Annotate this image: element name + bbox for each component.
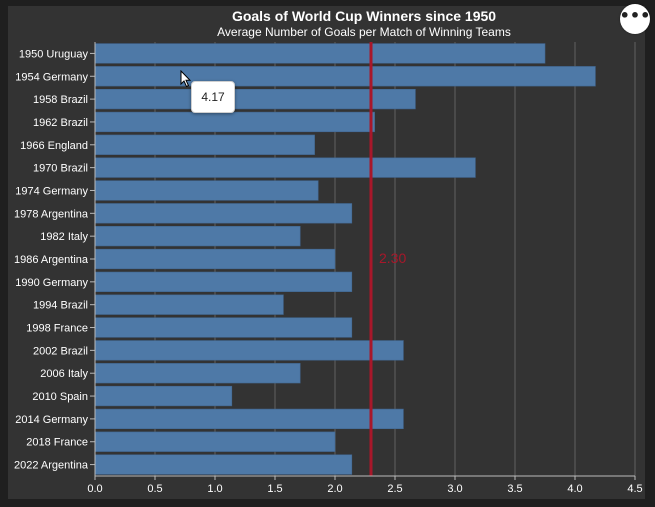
bar[interactable] (94, 203, 353, 224)
category-label: 1994 Brazil (33, 300, 88, 312)
category-label: 1986 Argentina (14, 254, 89, 266)
category-label: 2018 France (26, 437, 88, 449)
average-reference-label: 2.30 (379, 250, 406, 266)
category-label: 2002 Brazil (33, 345, 88, 357)
category-label: 1982 Italy (40, 231, 88, 243)
x-tick-label: 2.0 (327, 483, 342, 495)
x-tick-label: 3.5 (507, 483, 522, 495)
tooltip-value: 4.17 (201, 90, 225, 104)
reference-line-layer: 2.30 (369, 42, 406, 476)
category-label: 1974 Germany (15, 185, 88, 197)
category-label: 1958 Brazil (33, 94, 88, 106)
category-label: 1962 Brazil (33, 117, 88, 129)
category-label: 1954 Germany (15, 71, 88, 83)
value-tooltip: 4.17 (191, 81, 235, 113)
more-options-button[interactable]: ••• (620, 4, 650, 34)
x-tick-label: 1.5 (267, 483, 282, 495)
bar[interactable] (94, 226, 301, 247)
bar[interactable] (94, 248, 336, 270)
category-label: 1966 England (20, 140, 88, 152)
bar[interactable] (94, 111, 375, 133)
bar[interactable] (94, 340, 404, 361)
category-label: 2022 Argentina (14, 460, 89, 472)
x-tick-label: 4.0 (567, 483, 582, 495)
axis-layer: 0.0 0.5 1.0 1.5 2.0 2.5 3.0 3.5 4.0 4.5 1950 Urugu… (14, 42, 643, 495)
mouse-pointer-icon (180, 70, 192, 88)
category-label: 1950 Uruguay (19, 48, 89, 60)
category-label: 2014 Germany (15, 414, 88, 426)
chart-title: Goals of World Cup Winners since 1950 (232, 8, 496, 24)
bar[interactable] (94, 88, 416, 110)
bar-layer (94, 43, 596, 475)
category-label: 2010 Spain (32, 391, 88, 403)
bar[interactable] (94, 157, 476, 178)
bar[interactable] (94, 294, 284, 315)
more-options-icon: ••• (619, 6, 651, 25)
bar[interactable] (94, 408, 404, 430)
category-label: 1970 Brazil (33, 163, 88, 175)
category-label: 2006 Italy (40, 368, 88, 380)
x-tick-label: 2.5 (387, 483, 402, 495)
bar[interactable] (94, 43, 546, 64)
bar[interactable] (94, 363, 301, 384)
bar[interactable] (94, 454, 353, 475)
bar[interactable] (94, 317, 353, 338)
x-tick-label: 0.0 (87, 483, 102, 495)
category-label: 1998 France (26, 323, 88, 335)
x-tick-label: 0.5 (147, 483, 162, 495)
bar[interactable] (94, 385, 233, 407)
bar[interactable] (94, 431, 336, 452)
x-tick-label: 1.0 (207, 483, 222, 495)
category-label: 1978 Argentina (14, 208, 89, 220)
bar[interactable] (94, 66, 596, 87)
category-label: 1990 Germany (15, 277, 88, 289)
x-tick-label: 3.0 (447, 483, 462, 495)
bar[interactable] (94, 271, 353, 292)
chart-subtitle: Average Number of Goals per Match of Win… (217, 25, 511, 39)
bar[interactable] (94, 134, 315, 155)
x-tick-label: 4.5 (627, 483, 642, 495)
bar[interactable] (94, 180, 319, 201)
